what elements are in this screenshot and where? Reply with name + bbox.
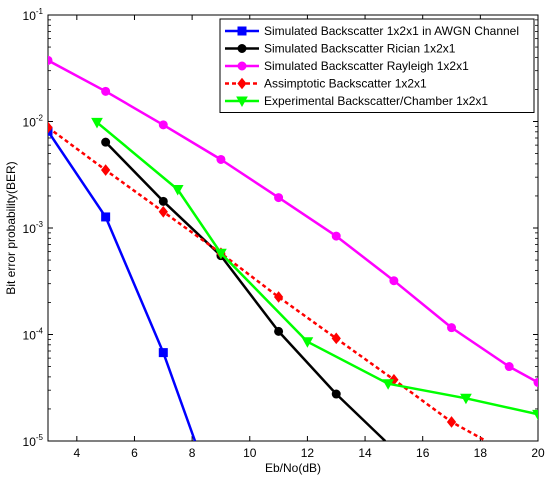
data-point <box>216 154 226 164</box>
data-point <box>533 377 538 387</box>
y-axis-label: Bit error probability(BER) <box>4 161 18 294</box>
data-point <box>158 196 168 206</box>
legend: Simulated Backscatter 1x2x1 in AWGN Chan… <box>219 18 535 113</box>
data-point <box>447 323 457 333</box>
x-tick-label: 16 <box>416 446 430 460</box>
data-point <box>389 276 399 286</box>
y-tick-label: 10-5 <box>23 433 44 449</box>
series-line <box>48 130 197 441</box>
x-tick-label: 6 <box>131 446 138 460</box>
legend-label: Simulated Backscatter Rician 1x2x1 <box>264 42 456 56</box>
y-tick-label: 10-1 <box>23 7 44 23</box>
series-group <box>48 126 197 441</box>
series-group <box>48 55 538 387</box>
data-point <box>158 205 168 218</box>
series-line <box>104 141 387 441</box>
legend-label: Experimental Backscatter/Chamber 1x2x1 <box>264 94 488 108</box>
series-line <box>48 59 538 384</box>
data-point <box>274 326 284 336</box>
data-point <box>273 291 284 303</box>
data-point <box>215 248 227 260</box>
data-point <box>504 362 514 372</box>
data-point <box>532 409 538 421</box>
x-tick-label: 4 <box>73 446 80 460</box>
x-tick-label: 14 <box>358 446 372 460</box>
legend-marker <box>237 44 247 53</box>
data-point <box>382 379 394 390</box>
legend-label: Assimptotic Backscatter 1x2x1 <box>264 77 427 91</box>
legend-label: Simulated Backscatter Rayleigh 1x2x1 <box>264 59 469 73</box>
series-group <box>91 117 538 421</box>
y-tick-label: 10-2 <box>23 114 44 130</box>
data-point <box>301 337 314 348</box>
x-axis-label: Eb/No(dB) <box>265 461 321 475</box>
data-point <box>91 117 103 129</box>
legend-marker <box>237 77 247 90</box>
data-point <box>101 164 111 176</box>
data-point <box>48 55 53 65</box>
data-point <box>101 212 111 222</box>
data-point <box>274 193 284 203</box>
data-point <box>101 137 111 147</box>
data-point <box>101 86 111 96</box>
y-tick-label: 10-4 <box>23 327 44 343</box>
legend-marker <box>237 61 247 71</box>
data-point <box>171 184 184 196</box>
data-point <box>158 120 168 130</box>
x-tick-label: 10 <box>243 446 257 460</box>
x-tick-label: 20 <box>531 446 545 460</box>
data-point <box>331 389 341 399</box>
y-tick-label: 10-3 <box>23 220 44 236</box>
x-tick-label: 18 <box>474 446 488 460</box>
legend-label: Simulated Backscatter 1x2x1 in AWGN Chan… <box>264 24 519 38</box>
data-point <box>331 231 341 241</box>
data-point <box>446 416 457 428</box>
data-point <box>48 126 53 136</box>
legend-marker <box>237 26 247 36</box>
data-point <box>331 332 341 345</box>
data-point <box>158 348 168 358</box>
legend-box <box>219 18 535 113</box>
data-point <box>48 121 53 134</box>
x-tick-label: 12 <box>301 446 315 460</box>
legend-marker <box>236 96 248 108</box>
data-point <box>460 393 472 405</box>
x-tick-label: 8 <box>189 446 196 460</box>
